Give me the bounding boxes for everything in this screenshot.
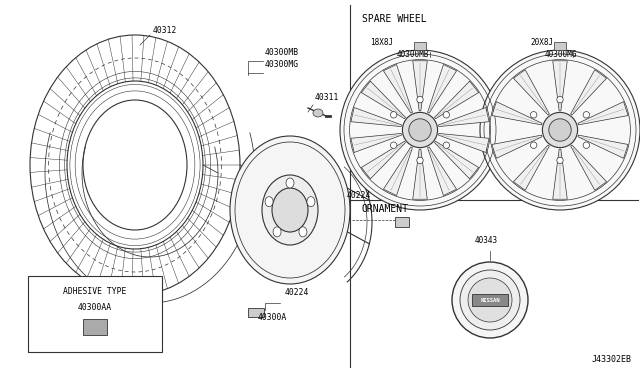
- Ellipse shape: [265, 197, 273, 207]
- Ellipse shape: [542, 112, 577, 148]
- FancyBboxPatch shape: [248, 308, 264, 317]
- Polygon shape: [553, 61, 567, 111]
- Text: ADHESIVE TYPE: ADHESIVE TYPE: [63, 288, 127, 296]
- Ellipse shape: [417, 157, 423, 164]
- Polygon shape: [413, 149, 428, 199]
- Polygon shape: [513, 70, 549, 115]
- Text: 20X8J: 20X8J: [530, 38, 553, 47]
- Ellipse shape: [409, 119, 431, 141]
- Polygon shape: [435, 81, 479, 119]
- Ellipse shape: [468, 278, 512, 322]
- Ellipse shape: [286, 178, 294, 188]
- FancyBboxPatch shape: [28, 276, 162, 352]
- Ellipse shape: [583, 112, 589, 118]
- Ellipse shape: [307, 197, 315, 207]
- Polygon shape: [492, 135, 542, 158]
- Polygon shape: [578, 135, 628, 158]
- Polygon shape: [553, 149, 567, 199]
- Polygon shape: [428, 64, 456, 113]
- Ellipse shape: [443, 142, 449, 148]
- Polygon shape: [413, 61, 428, 111]
- Polygon shape: [362, 141, 406, 179]
- Ellipse shape: [583, 142, 589, 148]
- Text: 40312: 40312: [153, 26, 177, 35]
- Ellipse shape: [417, 96, 423, 103]
- Ellipse shape: [452, 262, 528, 338]
- Text: 40300AA: 40300AA: [78, 304, 112, 312]
- Text: J43302EB: J43302EB: [592, 356, 632, 365]
- Ellipse shape: [262, 175, 318, 245]
- Text: NISSAN: NISSAN: [480, 298, 500, 302]
- Text: 40311: 40311: [315, 93, 339, 102]
- Ellipse shape: [557, 96, 563, 103]
- FancyBboxPatch shape: [83, 319, 107, 335]
- FancyBboxPatch shape: [554, 42, 566, 50]
- Polygon shape: [362, 81, 406, 119]
- FancyBboxPatch shape: [472, 294, 508, 306]
- Ellipse shape: [313, 109, 323, 117]
- Text: 40300MG: 40300MG: [265, 60, 299, 69]
- Ellipse shape: [403, 112, 438, 148]
- Text: 18X8J: 18X8J: [370, 38, 393, 47]
- Ellipse shape: [531, 112, 537, 118]
- FancyBboxPatch shape: [395, 217, 409, 227]
- Ellipse shape: [557, 157, 563, 164]
- Polygon shape: [435, 141, 479, 179]
- Ellipse shape: [390, 142, 397, 148]
- Polygon shape: [571, 70, 607, 115]
- Ellipse shape: [390, 112, 397, 118]
- Polygon shape: [383, 147, 412, 196]
- Polygon shape: [438, 134, 489, 153]
- Text: 40224: 40224: [347, 191, 371, 200]
- Ellipse shape: [230, 136, 350, 284]
- Text: 40300MB: 40300MB: [397, 50, 429, 59]
- FancyBboxPatch shape: [414, 42, 426, 50]
- Polygon shape: [351, 108, 401, 126]
- Polygon shape: [571, 145, 607, 190]
- Ellipse shape: [272, 188, 308, 232]
- Text: 40300A: 40300A: [258, 313, 287, 322]
- Polygon shape: [438, 108, 489, 126]
- Ellipse shape: [299, 227, 307, 237]
- Ellipse shape: [531, 142, 537, 148]
- Ellipse shape: [548, 119, 571, 141]
- Polygon shape: [383, 64, 412, 113]
- Polygon shape: [513, 145, 549, 190]
- Text: 40300MG: 40300MG: [545, 50, 577, 59]
- Polygon shape: [428, 147, 456, 196]
- Text: 40300MB: 40300MB: [265, 48, 299, 57]
- Ellipse shape: [340, 50, 500, 210]
- Ellipse shape: [443, 112, 449, 118]
- Polygon shape: [351, 134, 401, 153]
- Ellipse shape: [460, 270, 520, 330]
- Text: ORNAMENT: ORNAMENT: [362, 204, 409, 214]
- Text: SPARE WHEEL: SPARE WHEEL: [362, 14, 427, 24]
- Polygon shape: [578, 102, 628, 125]
- Ellipse shape: [273, 227, 281, 237]
- Text: 40224: 40224: [285, 288, 309, 297]
- Text: 40343: 40343: [475, 236, 498, 245]
- Polygon shape: [492, 102, 542, 125]
- Ellipse shape: [480, 50, 640, 210]
